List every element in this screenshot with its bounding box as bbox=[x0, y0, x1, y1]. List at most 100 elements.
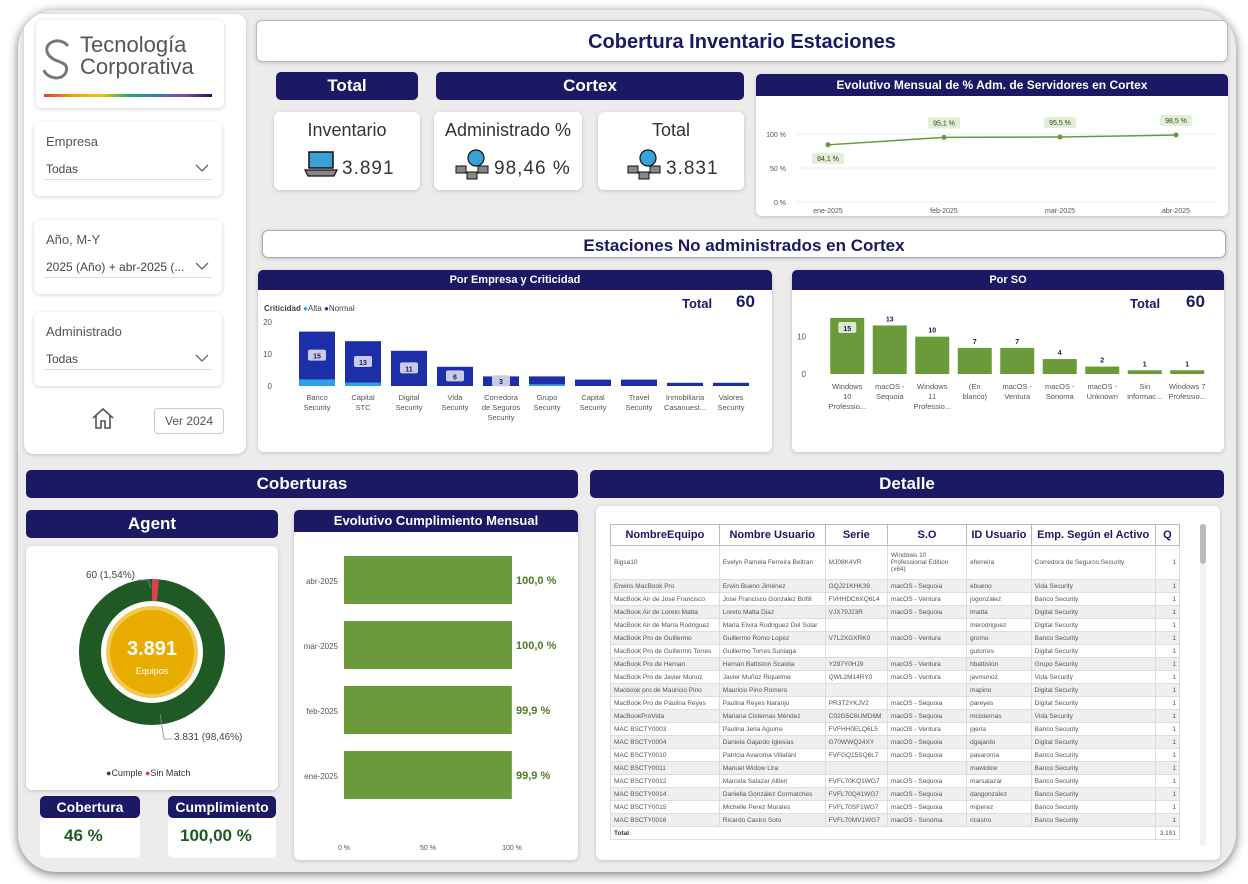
table-cell: 1 bbox=[1154, 735, 1180, 749]
detail-table-wrap: NombreEquipo Nombre Usuario Serie S.O ID Usu… bbox=[610, 524, 1180, 846]
legend-sin-dot: ● bbox=[144, 768, 151, 778]
table-row[interactable]: MAC BSCTY0010 Patricia Avaroma Villafani F… bbox=[610, 748, 1180, 762]
so-label-bg bbox=[838, 322, 857, 333]
emp-bar-normal bbox=[529, 376, 565, 385]
table-cell: dgajardo bbox=[966, 735, 1032, 749]
table-header-cell[interactable]: Serie bbox=[824, 524, 888, 546]
table-header-cell[interactable]: Emp. Según el Activo bbox=[1030, 524, 1156, 546]
emp-y-tick: 0 bbox=[268, 382, 273, 391]
logo-line-1: Tecnología bbox=[80, 32, 187, 57]
table-cell: MacBookProVida bbox=[610, 709, 720, 723]
table-cell: FVFGQ15SQ6L7 bbox=[824, 748, 888, 762]
ver-2024-button[interactable]: Ver 2024 bbox=[154, 408, 224, 434]
cumplimiento-chart-title: Evolutivo Cumplimiento Mensual bbox=[294, 510, 578, 532]
so-y-tick: 0 bbox=[802, 370, 807, 379]
slicer-administrado-text: Todas bbox=[46, 352, 79, 366]
table-row[interactable]: MacBookProVida Mariana Cisternas Méndez C0… bbox=[610, 709, 1180, 723]
donut-label-big: 3.831 (98,46%) bbox=[174, 732, 243, 743]
legend-cumple: Cumple bbox=[111, 768, 143, 778]
table-row[interactable]: Macbook pro de Mauricio Pino Mauricio Pin… bbox=[610, 683, 1180, 697]
table-cell: G70WWQ24XY bbox=[824, 735, 888, 749]
table-row[interactable]: MAC BSCTY0003 Paulina Jeria Aguirre FVFHH0… bbox=[610, 722, 1180, 736]
so-x-tick: Professio... bbox=[1168, 392, 1206, 401]
chevron-down-icon bbox=[195, 354, 209, 362]
table-row[interactable]: MAC BSCTY0004 Daniela Gajardo Iglesias G70… bbox=[610, 735, 1180, 749]
table-cell: Erwin Bueno Jiménez bbox=[718, 579, 826, 593]
table-cell: Digital Security bbox=[1030, 605, 1156, 619]
slicer-empresa[interactable]: Empresa Todas bbox=[34, 122, 222, 196]
cump-y-tick: mar-2025 bbox=[304, 642, 339, 651]
table-row[interactable]: MAC BSCTY0014 Daniella González Cormatche… bbox=[610, 787, 1180, 801]
slicer-administrado-value[interactable]: Todas bbox=[44, 348, 212, 370]
logo: Tecnología Corporativa bbox=[36, 20, 224, 108]
table-row[interactable]: MAC BSCTY0011 Manuel Widow Lira mawidow Ban… bbox=[610, 761, 1180, 775]
line-point bbox=[941, 134, 947, 140]
table-row[interactable]: Bigsa10 Evelyn Pamela Ferreira Beltran MJ0… bbox=[610, 545, 1180, 580]
table-header-cell[interactable]: NombreEquipo bbox=[610, 524, 720, 546]
slicer-administrado[interactable]: Administrado Todas bbox=[34, 312, 222, 386]
emp-bar-normal bbox=[713, 382, 749, 386]
table-row[interactable]: MAC BSCTY0012 Marcela Salazar Altieri FVFL… bbox=[610, 774, 1180, 788]
home-icon[interactable] bbox=[90, 406, 116, 430]
empresa-total-value: 60 bbox=[736, 292, 755, 311]
line-series bbox=[827, 134, 1177, 146]
table-cell: Digital Security bbox=[1030, 735, 1156, 749]
table-cell: macOS - Ventura bbox=[886, 631, 968, 645]
table-cell: 1 bbox=[1154, 618, 1180, 632]
table-header-cell[interactable]: Q bbox=[1154, 524, 1180, 546]
emp-bar-alta bbox=[529, 384, 565, 386]
table-scrollbar-thumb[interactable] bbox=[1200, 524, 1206, 564]
table-row[interactable]: MacBook Pro de Guillermo Guillermo Romo L… bbox=[610, 631, 1180, 645]
table-cell: 1 bbox=[1154, 800, 1180, 814]
table-header-cell[interactable]: S.O bbox=[886, 524, 968, 546]
table-cell: Guillermo Romo Lopez bbox=[718, 631, 826, 645]
kpi-total: Total 3.831 bbox=[598, 112, 744, 190]
table-row[interactable]: MacBook Pro de Guillermo Torres Guillermo… bbox=[610, 644, 1180, 658]
slicer-empresa-value[interactable]: Todas bbox=[44, 158, 212, 180]
table-cell: Banco Security bbox=[1030, 774, 1156, 788]
table-row[interactable]: MacBook Air de Jose Francisco Jose Franci… bbox=[610, 592, 1180, 606]
table-row[interactable]: Erwins MacBook Pro Erwin Bueno Jiménez GQJ… bbox=[610, 579, 1180, 593]
table-row[interactable]: MacBook Pro de Paulina Reyes Paulina Reye… bbox=[610, 696, 1180, 710]
table-header-cell[interactable]: Nombre Usuario bbox=[718, 524, 826, 546]
empresa-chart-card: Por Empresa y Criticidad Criticidad ●Alt… bbox=[258, 270, 772, 452]
kpi-total-value: 3.831 bbox=[666, 158, 719, 179]
table-row[interactable]: MAC BSCTY0016 Ricardo Castro Soto FVFL70MV… bbox=[610, 813, 1180, 827]
table-cell: gutorres bbox=[966, 644, 1032, 658]
cump-y-tick: ene-2025 bbox=[304, 772, 338, 781]
slicer-anio[interactable]: Año, M-Y 2025 (Año) + abr-2025 (... bbox=[34, 220, 222, 294]
table-cell: Vida Security bbox=[1030, 709, 1156, 723]
table-cell: mcisternas bbox=[966, 709, 1032, 723]
table-cell: pavaroma bbox=[966, 748, 1032, 762]
table-cell: FVFHH0ELQ6L5 bbox=[824, 722, 888, 736]
table-cell: hbattiston bbox=[966, 657, 1032, 671]
table-row[interactable]: MacBook Air de Loreto Matta Loreto Matta … bbox=[610, 605, 1180, 619]
table-row[interactable]: MacBook Pro de Javier Munoz Javier Muñoz … bbox=[610, 670, 1180, 684]
emp-x-tick: Capital bbox=[581, 393, 605, 402]
slicer-anio-value[interactable]: 2025 (Año) + abr-2025 (... bbox=[44, 256, 212, 278]
line-chart-title: Evolutivo Mensual de % Adm. de Servidore… bbox=[756, 74, 1228, 96]
emp-x-tick: Inmobiliaria bbox=[666, 393, 705, 402]
table-row[interactable]: MacBook Pro de Hernan Hernán Battiston Sc… bbox=[610, 657, 1180, 671]
line-data-label: 95,1 % bbox=[933, 120, 955, 127]
table-cell: María Elvira Rodriguez Del Solar bbox=[718, 618, 826, 632]
so-x-tick: macOS - bbox=[1045, 382, 1075, 391]
table-row[interactable]: MAC BSCTY0015 Michelle Perez Morales FVFL7… bbox=[610, 800, 1180, 814]
table-cell: Digital Security bbox=[1030, 683, 1156, 697]
cumplimiento-label: Cumplimiento bbox=[168, 796, 276, 818]
network-globe-icon bbox=[627, 149, 661, 180]
table-cell: FVFL70SF1WG7 bbox=[824, 800, 888, 814]
kpi-administrado: Administrado % 98,46 % bbox=[434, 112, 582, 190]
legend-alta-dot: ● bbox=[303, 304, 308, 313]
slicer-anio-text: 2025 (Año) + abr-2025 (... bbox=[46, 260, 185, 274]
table-cell: miperez bbox=[966, 800, 1032, 814]
donut-center bbox=[106, 606, 198, 698]
table-scrollbar[interactable] bbox=[1200, 524, 1206, 846]
so-x-tick: Windows bbox=[917, 382, 948, 391]
table-header-cell[interactable]: ID Usuario bbox=[966, 524, 1032, 546]
table-cell: Loreto Matta Diaz bbox=[718, 605, 826, 619]
table-cell: Javier Muñoz Riquelme bbox=[718, 670, 826, 684]
table-cell: MacBook Pro de Paulina Reyes bbox=[610, 696, 720, 710]
table-row[interactable]: MacBook Air de María Rodriguez María Elvi… bbox=[610, 618, 1180, 632]
table-cell: macOS - Sequoia bbox=[886, 787, 968, 801]
